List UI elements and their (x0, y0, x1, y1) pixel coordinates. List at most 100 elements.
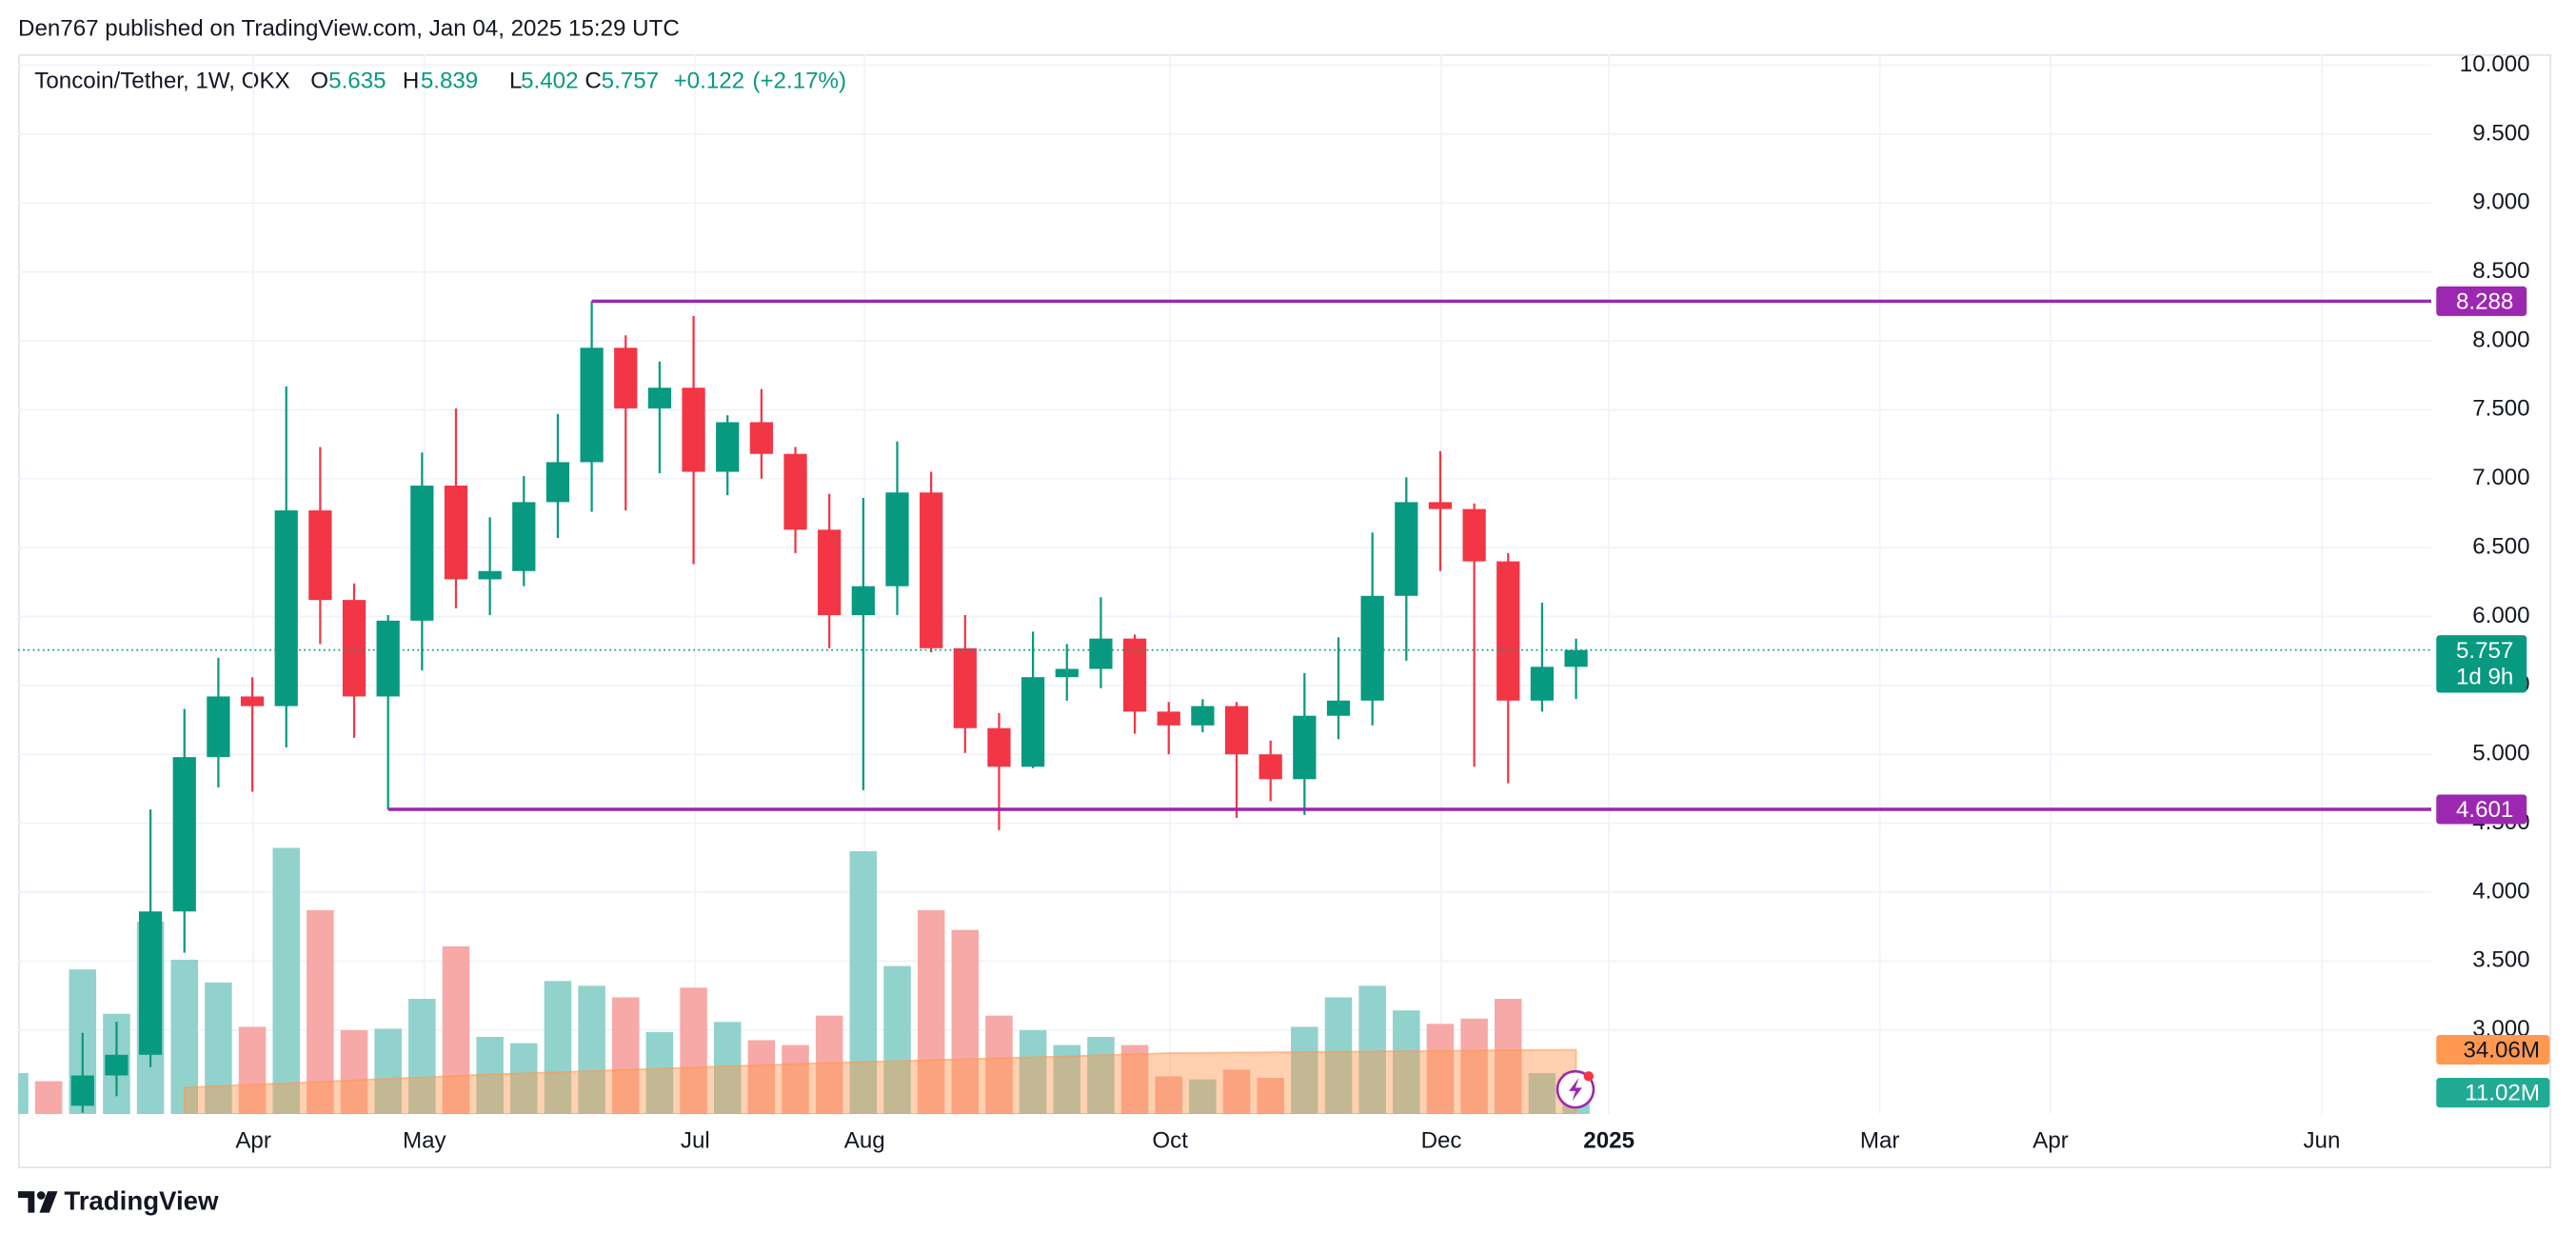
volume-tag (2436, 1078, 2550, 1108)
x-tick-label: Jul (681, 1128, 710, 1154)
candle-body (987, 727, 1011, 767)
y-tick-label: 10.000 (2460, 51, 2530, 77)
candle-body (885, 492, 909, 587)
candle-body (749, 422, 773, 454)
candle-body (444, 485, 468, 580)
volume-bar (1120, 1045, 1149, 1115)
candle-body (1564, 649, 1588, 667)
volume-label: 11.02M (2465, 1081, 2540, 1106)
volume-bar (782, 1045, 809, 1115)
x-tick-label: Mar (1860, 1128, 1900, 1154)
brand-logo (18, 1191, 58, 1213)
candle-body (1395, 502, 1418, 596)
volume-bar (272, 847, 300, 1115)
level-tag (2436, 794, 2527, 825)
candle-body (70, 1075, 94, 1106)
candle-body (410, 485, 434, 621)
candle-body (172, 757, 196, 912)
change-value: +0.122 (674, 69, 745, 94)
volume-bar (1222, 1069, 1251, 1115)
ohlc-letter: C (585, 69, 601, 94)
x-tick-label: Oct (1152, 1128, 1188, 1154)
ohlc-value: 5.757 (602, 69, 659, 94)
candle-body (1462, 508, 1486, 562)
lightning-icon (1556, 1069, 1595, 1109)
ohlc-letter: L (509, 69, 522, 94)
volume-bar (1528, 1072, 1556, 1115)
level-label: 4.601 (2456, 797, 2513, 823)
volume-bar (849, 851, 878, 1115)
ohlc-value: 5.635 (328, 69, 386, 94)
ma-label: 34.06M (2463, 1038, 2540, 1064)
volume-bar (340, 1029, 368, 1115)
price-pane (18, 299, 2432, 1113)
x-tick-label: Dec (1421, 1128, 1462, 1154)
symbol-title: Toncoin/Tether, 1W, OKX (34, 69, 289, 94)
brand-name: TradingView (64, 1186, 219, 1216)
candle-body (512, 502, 536, 571)
volume-bar (238, 1026, 267, 1115)
y-tick-label: 8.000 (2472, 327, 2529, 352)
volume-bar (510, 1043, 538, 1115)
candle-body (1293, 715, 1317, 780)
ohlc-letter: O (310, 69, 328, 94)
last-price-tag (2436, 635, 2527, 693)
candle-body (308, 510, 332, 601)
chart-frame (18, 53, 2552, 1168)
x-tick-label: May (403, 1128, 447, 1154)
volume-bar (18, 1072, 29, 1115)
ohlc-value: 5.839 (421, 69, 478, 94)
change-percent: (+2.17%) (752, 69, 846, 94)
ohlc-letter: H (403, 69, 419, 94)
candle-body (376, 620, 400, 697)
volume-bar (1495, 999, 1522, 1115)
volume-bar (917, 909, 945, 1115)
y-tick-label: 9.500 (2472, 120, 2529, 146)
candle-body (1326, 700, 1351, 716)
volume-bar (205, 982, 232, 1115)
level-tag (2436, 286, 2527, 316)
candle-body (1020, 677, 1045, 767)
candle-body (1224, 706, 1249, 755)
volume-bar (408, 999, 436, 1115)
y-tick-label: 4.000 (2472, 878, 2529, 904)
x-tick-label: Aug (844, 1128, 885, 1154)
volume-bar (34, 1081, 63, 1115)
volume-bar (374, 1028, 402, 1115)
candle-body (545, 462, 570, 503)
volume-bar (680, 987, 707, 1115)
candle-body (953, 647, 977, 728)
x-tick-label: 2025 (1583, 1128, 1635, 1154)
candle-body (1428, 502, 1453, 509)
volume-bar (1189, 1079, 1217, 1115)
candle-body (716, 422, 740, 472)
candle-body (682, 388, 705, 472)
candle-body (240, 696, 265, 707)
volume-bar (1087, 1036, 1115, 1115)
y-tick-label: 3.500 (2472, 947, 2529, 973)
candle-body (783, 453, 807, 530)
candle-body (274, 510, 298, 707)
x-tick-label: Jun (2303, 1128, 2340, 1154)
candle-body (851, 586, 875, 616)
candle-body (105, 1054, 129, 1076)
y-tick-label: 8.500 (2472, 258, 2529, 284)
volume-bar (645, 1031, 674, 1115)
volume-bar (611, 997, 640, 1115)
volume-bar (1257, 1078, 1284, 1115)
volume-bar (815, 1015, 843, 1115)
level-label: 8.288 (2456, 289, 2513, 314)
ohlc-value: 5.402 (521, 69, 578, 94)
candle-body (1157, 711, 1180, 726)
volume-bar (883, 965, 911, 1115)
candle-body (920, 492, 943, 648)
candle-body (1089, 638, 1113, 669)
candle-body (1258, 754, 1282, 780)
candle-body (1191, 706, 1215, 726)
volume-bar (713, 1022, 742, 1115)
y-tick-label: 7.500 (2472, 396, 2529, 422)
publisher-line: Den767 published on TradingView.com, Jan… (18, 15, 680, 41)
volume-bar (1291, 1026, 1318, 1115)
volume-bar (1324, 997, 1353, 1115)
